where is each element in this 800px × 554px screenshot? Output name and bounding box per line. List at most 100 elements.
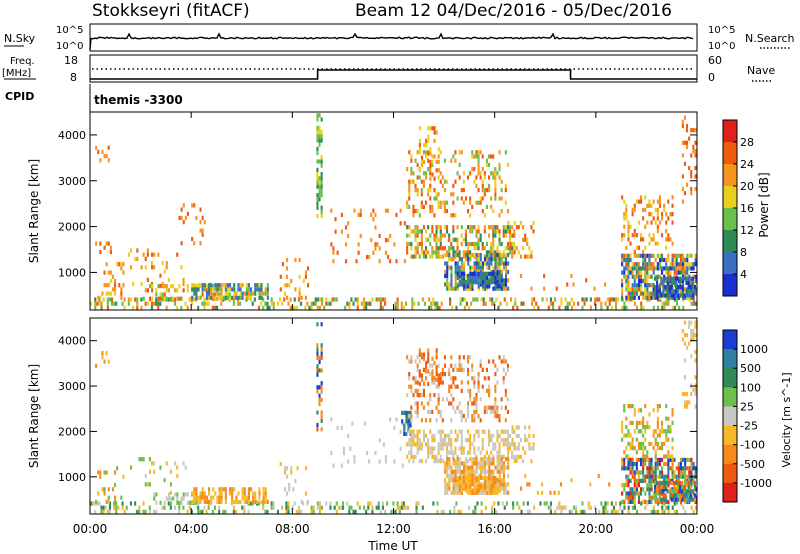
heatmap-cell	[462, 188, 465, 193]
heatmap-cell	[683, 404, 686, 409]
heatmap-cell	[475, 271, 478, 276]
heatmap-cell	[363, 297, 366, 302]
heatmap-cell	[504, 418, 507, 423]
heatmap-cell	[450, 213, 453, 218]
heatmap-cell	[430, 301, 433, 306]
heatmap-cell	[409, 423, 412, 428]
heatmap-cell	[444, 469, 447, 474]
heatmap-cell	[226, 292, 229, 297]
heatmap-cell	[450, 438, 453, 443]
heatmap-cell	[435, 237, 438, 242]
heatmap-cell	[623, 266, 626, 271]
heatmap-cell	[379, 305, 382, 310]
heatmap-cell	[511, 254, 514, 259]
heatmap-cell	[437, 401, 440, 406]
heatmap-cell	[662, 285, 665, 290]
heatmap-cell	[473, 418, 476, 423]
heatmap-cell	[658, 274, 661, 279]
heatmap-cell	[393, 425, 396, 430]
heatmap-cell	[623, 270, 626, 275]
heatmap-cell	[575, 509, 578, 514]
nave-tick-bottom: 0	[708, 71, 715, 84]
heatmap-cell	[471, 363, 474, 368]
heatmap-cell	[415, 501, 418, 506]
heatmap-cell	[656, 462, 659, 467]
heatmap-cell	[431, 225, 434, 230]
heatmap-cell	[325, 501, 328, 506]
heatmap-cell	[472, 297, 475, 302]
heatmap-cell	[450, 429, 453, 434]
heatmap-cell	[661, 420, 664, 425]
heatmap-cell	[636, 509, 639, 514]
heatmap-cell	[485, 367, 488, 372]
heatmap-cell	[320, 188, 323, 193]
heatmap-cell	[490, 275, 493, 281]
heatmap-cell	[429, 126, 432, 131]
heatmap-cell	[663, 441, 666, 446]
heatmap-cell	[469, 257, 472, 262]
heatmap-cell	[488, 261, 491, 266]
heatmap-cell	[513, 229, 516, 234]
heatmap-cell	[146, 288, 149, 293]
heatmap-cell	[637, 274, 640, 279]
heatmap-cell	[142, 296, 145, 301]
heatmap-cell	[446, 265, 449, 270]
heatmap-cell	[513, 429, 516, 434]
heatmap-cell	[310, 305, 313, 310]
heatmap-cell	[492, 480, 495, 485]
heatmap-cell	[165, 305, 168, 310]
heatmap-cell	[403, 423, 406, 428]
heatmap-cell	[658, 285, 661, 290]
heatmap-cell	[167, 501, 170, 506]
heatmap-cell	[662, 489, 665, 494]
heatmap-cell	[254, 287, 257, 292]
power-heatmap	[90, 113, 697, 310]
heatmap-cell	[420, 200, 423, 205]
heatmap-cell	[621, 457, 624, 462]
heatmap-cell	[239, 499, 242, 504]
heatmap-cell	[625, 305, 628, 310]
heatmap-cell	[684, 478, 687, 483]
heatmap-cell	[665, 462, 668, 467]
heatmap-cell	[433, 138, 436, 143]
heatmap-cell	[528, 442, 531, 447]
heatmap-cell	[579, 509, 582, 514]
heatmap-cell	[471, 469, 474, 474]
heatmap-cell	[661, 253, 664, 258]
heatmap-cell	[122, 270, 125, 275]
heatmap-cell	[665, 212, 668, 217]
heatmap-cell	[627, 454, 630, 459]
heatmap-cell	[665, 237, 668, 242]
heatmap-cell	[458, 271, 461, 276]
heatmap-cell	[316, 372, 319, 377]
heatmap-cell	[467, 475, 470, 481]
heatmap-cell	[250, 295, 253, 300]
heatmap-cell	[323, 305, 326, 310]
heatmap-cell	[494, 171, 497, 176]
heatmap-cell	[231, 287, 234, 292]
heatmap-cell	[485, 188, 488, 193]
heatmap-cell	[116, 262, 119, 267]
heatmap-cell	[182, 288, 185, 293]
heatmap-cell	[498, 213, 501, 218]
heatmap-cell	[193, 487, 196, 492]
heatmap-cell	[347, 233, 350, 238]
heatmap-cell	[420, 179, 423, 184]
heatmap-cell	[132, 305, 135, 310]
heatmap-cell	[245, 291, 248, 296]
heatmap-cell	[262, 495, 265, 500]
time-axis: 00:00 04:00 08:00 12:00 16:00 20:00 00:00	[73, 112, 714, 536]
heatmap-cell	[471, 414, 474, 419]
heatmap-cell	[560, 505, 563, 510]
heatmap-cell	[635, 287, 638, 292]
heatmap-cell	[642, 305, 645, 310]
heatmap-cell	[631, 491, 634, 496]
heatmap-cell	[439, 200, 442, 205]
heatmap-cell	[298, 287, 301, 292]
heatmap-cell	[658, 462, 661, 467]
heatmap-cell	[408, 450, 411, 455]
heatmap-cell	[681, 328, 684, 334]
heatmap-cell	[320, 163, 323, 168]
heatmap-cell	[635, 462, 638, 467]
heatmap-cell	[416, 429, 419, 434]
